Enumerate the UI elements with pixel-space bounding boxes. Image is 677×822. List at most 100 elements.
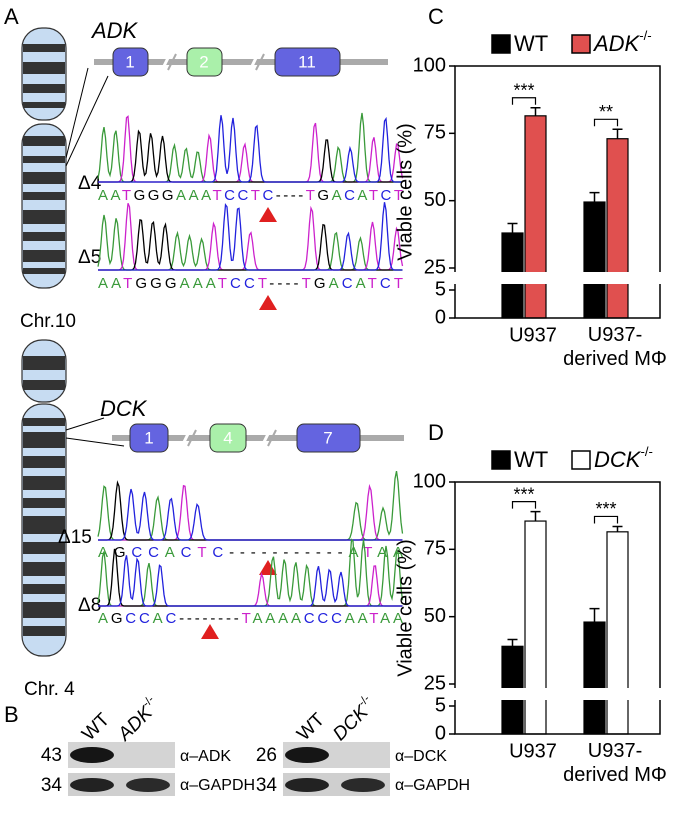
x-tick-label: U937-derived MΦ (563, 740, 667, 786)
mw-label: 26 (256, 745, 277, 766)
panel-label: A (4, 4, 19, 29)
y-tick-label: 25 (424, 672, 446, 694)
trace (98, 480, 403, 541)
gene-map (94, 47, 388, 77)
legend-swatch (491, 450, 511, 470)
y-tick-label: 25 (424, 256, 446, 278)
significance-bracket (511, 501, 537, 509)
y-tick-label: 100 (413, 470, 446, 492)
antibody-label: α–ADK (180, 748, 231, 765)
y-tick-label: 75 (424, 538, 446, 560)
error-bar (507, 638, 518, 647)
legend-swatch (491, 34, 511, 54)
legend-swatch (571, 34, 591, 54)
significance-label: *** (595, 499, 616, 519)
trace (98, 488, 403, 541)
allele-label: Δ4 (78, 173, 102, 194)
significance-bracket (511, 97, 537, 105)
allele-label: Δ8 (78, 595, 101, 616)
antibody-label: α–DCK (395, 748, 447, 765)
significance-bracket (593, 118, 619, 127)
allele-label: Δ15 (58, 527, 92, 548)
exon-label: 1 (144, 428, 153, 447)
chromosome-label: Chr.10 (20, 311, 76, 332)
error-bar (589, 607, 600, 623)
error-bar (530, 106, 541, 116)
deletion-marker (259, 207, 277, 222)
error-bar (589, 191, 600, 203)
lane-label: DCK-/- (328, 693, 380, 745)
y-tick-label: 75 (424, 122, 446, 144)
mw-label: 34 (256, 775, 278, 796)
trace (98, 115, 403, 183)
zoom-line (65, 67, 89, 159)
y-tick-label: 0 (435, 722, 446, 744)
bar (524, 115, 547, 319)
error-bar (612, 525, 623, 532)
bar (606, 138, 629, 319)
y-tick-label: 50 (424, 605, 446, 627)
deletion-marker (259, 295, 277, 310)
lane-label: WT (293, 709, 329, 745)
lane-label: ADK-/- (112, 694, 164, 746)
significance-label: *** (513, 80, 534, 100)
y-axis-title: Viable cells (%) (394, 539, 416, 676)
axis-break (447, 688, 668, 700)
panel-label: D (428, 420, 444, 445)
trace (98, 555, 403, 607)
significance-bracket (593, 515, 619, 524)
trace (98, 202, 403, 271)
y-tick-label: 50 (424, 189, 446, 211)
exon-label: 1 (125, 52, 134, 71)
legend-label: DCK-/- (594, 445, 653, 472)
chromosome-label: Chr. 4 (24, 679, 75, 700)
trace (98, 129, 403, 183)
panel-label: B (4, 702, 19, 727)
y-tick-label: 5 (435, 278, 446, 300)
exon-label: 11 (298, 52, 316, 71)
zoom-line (65, 75, 109, 167)
error-bar (530, 510, 541, 522)
y-tick-label: 0 (435, 306, 446, 328)
bar (524, 520, 547, 735)
plot-frame (454, 65, 661, 319)
chromatogram (97, 112, 404, 183)
western-blot (68, 742, 390, 796)
zoom-line (65, 437, 125, 447)
bar (583, 621, 606, 735)
legend-label: ADK-/- (592, 29, 652, 56)
deletion-marker (259, 560, 277, 575)
significance-label: ** (599, 102, 613, 122)
legend-label: WT (514, 447, 548, 472)
legend-swatch (571, 450, 591, 470)
chromatogram (97, 470, 404, 541)
panel-label: C (428, 4, 444, 29)
chromatogram (97, 202, 404, 271)
bar (583, 201, 606, 319)
significance-label: *** (513, 484, 534, 504)
exon-label: 7 (323, 428, 332, 447)
y-tick-label: 100 (413, 54, 446, 76)
x-tick-label: U937-derived MΦ (563, 324, 667, 370)
gene-label: ADK (90, 18, 139, 43)
axis-break (447, 272, 668, 284)
mw-label: 43 (41, 745, 62, 766)
bar (606, 531, 629, 735)
chromatogram (97, 538, 404, 607)
error-bar (507, 222, 518, 233)
gene-label: DCK (100, 396, 148, 421)
gene-map (112, 423, 404, 453)
legend-label: WT (514, 31, 548, 56)
error-bar (612, 128, 623, 139)
y-tick-label: 5 (435, 694, 446, 716)
x-tick-label: U937 (509, 324, 557, 346)
x-tick-label: U937 (509, 740, 557, 762)
exon-label: 4 (223, 428, 232, 447)
trace (98, 219, 403, 271)
zoom-line (65, 417, 105, 431)
mw-label: 34 (41, 775, 63, 796)
trace (97, 470, 404, 541)
